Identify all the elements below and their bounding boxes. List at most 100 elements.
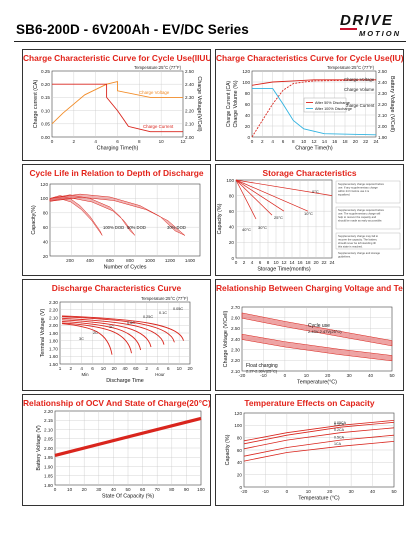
temp-cap-series-0.1CA <box>243 421 395 445</box>
ocv-x-tick-label: 60 <box>140 487 146 492</box>
iuu-left-tick-label: 0.25 <box>41 69 50 74</box>
discharge-series-0.1C <box>61 316 175 343</box>
iuu-left-tick-label: 0.20 <box>41 82 50 87</box>
storage-x-axis-label: Storage Time(months) <box>257 267 311 273</box>
iu-x-tick-label: 14 <box>322 139 328 144</box>
iu-x-tick-label: 0 <box>251 139 254 144</box>
storage-note-1: equalized. <box>338 193 351 197</box>
chart-panel-discharge: Discharge Characteristics Curve 2.30 2.20… <box>22 279 211 391</box>
iu-right-tick-label: 2.00 <box>378 124 387 129</box>
charging_vt-x-tick-label: -20 <box>239 373 246 378</box>
storage-note-box-2 <box>335 206 401 230</box>
storage-x-tick-label: 20 <box>313 260 319 265</box>
cycle-y-tick-label: 80 <box>43 211 49 216</box>
iu-series-charge-volume <box>251 79 377 138</box>
storage-x-tick-label: 6 <box>259 260 262 265</box>
iu-x-tick-label: 18 <box>342 139 348 144</box>
temp-cap-series-0.05CA <box>243 420 395 442</box>
cycle-label-dod-100: 100% DOD <box>103 225 124 230</box>
temp_cap-x-tick-label: 50 <box>391 489 397 494</box>
ocv-x-tick-label: 20 <box>82 487 88 492</box>
iu-legend-box <box>303 97 347 113</box>
logo-accent-bar <box>340 28 357 30</box>
iu-x-tick-label: 24 <box>373 139 379 144</box>
storage-y-tick-label: 20 <box>229 240 235 245</box>
iu-x-tick-label: 4 <box>271 139 274 144</box>
cycle-x-axis-label: Number of Cycles <box>104 265 147 271</box>
charging_vt-y-axis-label: Charge Voltage (V/Cell) <box>223 310 229 367</box>
iuu-left-tick-label: 0.05 <box>41 122 50 127</box>
discharge-x-tick-label: 6 <box>91 366 94 371</box>
iu-label-charge-volume: Charge Volume <box>344 87 375 92</box>
iuu-series-charge-current <box>52 83 183 133</box>
brand-logo: DRIVE MOTION <box>340 12 404 42</box>
storage-x-tick-label: 8 <box>267 260 270 265</box>
cycle-band-2 <box>49 193 186 236</box>
discharge-x-tick-label: 20 <box>187 366 193 371</box>
charging-vt-label-float-range: 2.27-2.30V(25°C) <box>246 369 278 374</box>
cycle-band-1 <box>49 194 136 236</box>
storage-temp-label: 40°C <box>242 227 251 232</box>
ocv-x-axis-label: State Of Capacity (%) <box>102 494 154 500</box>
charging_vt-x-tick-label: 10 <box>304 373 310 378</box>
charging-vt-label-float: Float charging <box>246 363 278 369</box>
iu-series-charge-current <box>252 88 377 136</box>
chart-title-cycle: Cycle Life in Relation to Depth of Disch… <box>29 168 204 178</box>
chart-panel-iuu: Charge Characteristic Curve for Cycle Us… <box>22 49 211 161</box>
temp_cap-y-tick-label: 40 <box>237 460 243 465</box>
discharge-x-tick-label: 2 <box>70 366 73 371</box>
charging-vt-band-1 <box>241 333 393 362</box>
iu-y-axis-label: Charge Volume (%) <box>233 80 239 127</box>
charging_vt-x-tick-label: 30 <box>347 373 353 378</box>
storage-note-box-3 <box>335 232 401 250</box>
chart-iu: 1201008060402002.502.402.302.202.102.001… <box>226 65 395 152</box>
cycle-x-tick-label: 600 <box>106 258 114 263</box>
iu-right-tick-label: 2.10 <box>378 113 387 118</box>
iuu-x-tick-label: 0 <box>51 139 54 144</box>
iuu-x-tick-label: 12 <box>180 139 186 144</box>
cycle-x-tick-label: 1200 <box>165 258 176 263</box>
storage-y-tick-label: 60 <box>229 209 235 214</box>
discharge-series-0.25C <box>61 317 165 345</box>
discharge-rate-label: 0.25C <box>143 315 153 319</box>
discharge-x-tick-label: 10 <box>177 366 183 371</box>
ocv-x-tick-label: 0 <box>54 487 57 492</box>
discharge-series-3C <box>61 323 113 355</box>
temp-cap-series-0.2CA <box>243 427 395 450</box>
storage-note-2: help to recover the capacity and <box>338 215 377 219</box>
charging-vt-label-cycle-use: Cycle use <box>308 323 330 329</box>
discharge-x-tick-label: 1 <box>59 366 62 371</box>
storage-temp-label: 0°C <box>312 189 319 194</box>
temp_cap-y-tick-label: 0 <box>239 485 242 490</box>
storage-note-1: Supplementary charge required before <box>338 182 385 186</box>
chart-discharge: 2.30 2.20 2.10 2.00 1.90 1.80 1.70 1.60 1.501 2 4 6… <box>40 296 193 384</box>
iu-left-tick-label: 20 <box>245 124 251 129</box>
chart-panel-cycle: Cycle Life in Relation to Depth of Disch… <box>22 164 211 276</box>
iu-x-tick-label: 2 <box>261 139 264 144</box>
iu-x-tick-label: 16 <box>332 139 338 144</box>
discharge-x-tick-label: 2 <box>145 366 148 371</box>
iu-y-axis-label-2: Charge Current (CA) <box>226 81 232 127</box>
storage-note-3: should never be left standing till <box>338 241 376 245</box>
cycle-plot-area <box>49 183 201 257</box>
ocv-y-tick-label: 1.90 <box>44 464 53 469</box>
storage-series-0 <box>235 179 333 196</box>
storage-note-3: Supplementary charge may fail to <box>338 234 379 238</box>
temp_cap-x-tick-label: 40 <box>370 489 376 494</box>
charging_vt-y-tick-label: 2.40 <box>231 337 240 342</box>
iuu-x-tick-label: 2 <box>73 139 76 144</box>
storage-x-tick-label: 4 <box>251 260 254 265</box>
ocv-y-tick-label: 1.95 <box>44 455 53 460</box>
iuu-x-tick-label: 8 <box>138 139 141 144</box>
iu-left-tick-label: 60 <box>245 102 251 107</box>
iuu-x-axis-label: Charging Time(h) <box>97 146 139 152</box>
temp_cap-y-tick-label: 60 <box>237 448 243 453</box>
storage-series-4 <box>235 179 257 220</box>
iu-temp-label: Temperature:25°C (77°F) <box>327 65 374 70</box>
discharge-y-tick-label: 1.90 <box>49 331 58 336</box>
temp-cap-series-label: 0.05CA <box>334 421 347 425</box>
iu-legend-label-50: After 50% Discharge <box>315 101 350 105</box>
chart-title-storage: Storage Characteristics <box>262 168 357 178</box>
